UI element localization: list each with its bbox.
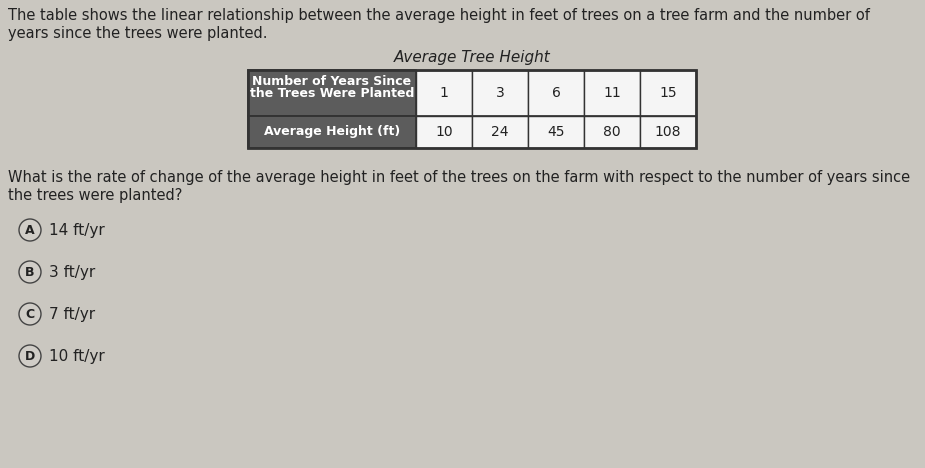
Bar — [584, 116, 640, 148]
Circle shape — [19, 345, 41, 367]
Text: 15: 15 — [660, 86, 677, 100]
Text: 3: 3 — [496, 86, 504, 100]
Bar — [472, 116, 528, 148]
Text: 7 ft/yr: 7 ft/yr — [49, 307, 95, 322]
Circle shape — [19, 303, 41, 325]
Bar — [472, 70, 528, 116]
Text: C: C — [26, 307, 34, 321]
Bar — [416, 116, 472, 148]
Bar — [640, 116, 696, 148]
Text: the trees were planted?: the trees were planted? — [8, 188, 182, 203]
Circle shape — [19, 261, 41, 283]
Text: A: A — [25, 224, 35, 236]
Bar — [528, 70, 584, 116]
Bar — [528, 116, 584, 148]
Bar — [584, 70, 640, 116]
Text: 6: 6 — [551, 86, 561, 100]
Text: 108: 108 — [655, 125, 681, 139]
Text: the Trees Were Planted: the Trees Were Planted — [250, 87, 414, 100]
Bar — [640, 70, 696, 116]
Text: 14 ft/yr: 14 ft/yr — [49, 222, 105, 237]
Text: years since the trees were planted.: years since the trees were planted. — [8, 26, 267, 41]
Text: 10 ft/yr: 10 ft/yr — [49, 349, 105, 364]
Bar — [416, 70, 472, 116]
Text: B: B — [25, 265, 35, 278]
Text: 24: 24 — [491, 125, 509, 139]
Text: 1: 1 — [439, 86, 449, 100]
Circle shape — [19, 219, 41, 241]
Text: 80: 80 — [603, 125, 621, 139]
Text: The table shows the linear relationship between the average height in feet of tr: The table shows the linear relationship … — [8, 8, 870, 23]
Bar — [248, 116, 416, 148]
Text: D: D — [25, 350, 35, 363]
Text: 11: 11 — [603, 86, 621, 100]
Bar — [248, 70, 696, 148]
Bar — [248, 70, 416, 116]
Text: Number of Years Since: Number of Years Since — [253, 75, 412, 88]
Text: Average Height (ft): Average Height (ft) — [264, 125, 401, 139]
Text: 45: 45 — [548, 125, 565, 139]
Text: Average Tree Height: Average Tree Height — [394, 50, 550, 65]
Text: 3 ft/yr: 3 ft/yr — [49, 264, 95, 279]
Text: What is the rate of change of the average height in feet of the trees on the far: What is the rate of change of the averag… — [8, 170, 910, 185]
Text: 10: 10 — [435, 125, 453, 139]
